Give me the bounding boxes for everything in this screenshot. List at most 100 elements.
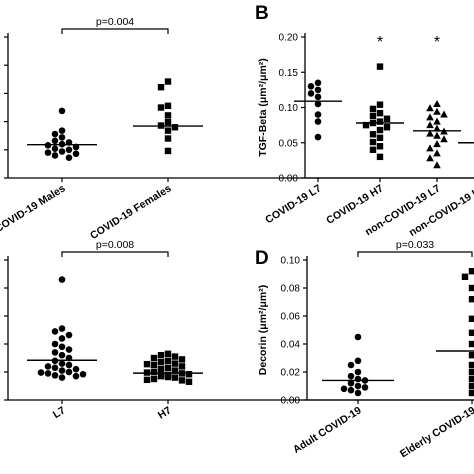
chart-panel: L7 H7 p=0.008 <box>4 239 474 422</box>
data-point <box>58 374 66 381</box>
data-point <box>468 268 474 275</box>
data-point <box>164 78 172 85</box>
data-point <box>362 121 370 129</box>
data-point <box>426 129 434 137</box>
data-point <box>354 357 362 365</box>
data-point <box>376 109 384 117</box>
data-point <box>376 134 384 142</box>
data-point <box>426 113 434 121</box>
panel-letter: D <box>255 248 269 269</box>
data-point <box>178 377 186 384</box>
p-value-label: p=0.033 <box>396 239 434 251</box>
data-point <box>468 375 474 383</box>
data-point <box>433 99 441 107</box>
data-point <box>468 352 474 359</box>
data-point <box>164 364 172 371</box>
data-point <box>468 361 474 369</box>
data-point <box>58 360 66 367</box>
data-point <box>185 378 193 385</box>
data-point <box>433 131 441 139</box>
data-point <box>468 382 474 390</box>
data-point <box>51 130 59 138</box>
data-point <box>51 364 59 372</box>
data-point <box>171 367 179 374</box>
y-tick-label: 0.05 <box>279 138 299 149</box>
data-point <box>369 112 377 120</box>
data-point <box>347 361 355 369</box>
y-axis-title: TGF-Beta (μm²/μm²) <box>257 58 269 157</box>
data-point <box>171 124 179 131</box>
data-point <box>51 328 59 335</box>
data-point <box>468 329 474 336</box>
data-point <box>426 121 434 129</box>
data-point <box>65 146 73 154</box>
data-point <box>426 104 434 112</box>
data-point <box>314 133 322 141</box>
data-point <box>468 315 474 322</box>
data-point <box>433 117 441 125</box>
data-point <box>383 115 391 122</box>
data-point <box>164 118 172 126</box>
data-point <box>157 359 165 366</box>
category-label: COVID-19 Females <box>88 182 174 242</box>
data-point <box>51 152 59 159</box>
p-value-label: p=0.004 <box>96 16 134 28</box>
data-point <box>58 134 66 141</box>
y-tick-label: 0.06 <box>281 312 301 323</box>
data-point <box>150 375 158 383</box>
data-point <box>58 367 66 374</box>
data-point <box>79 370 87 378</box>
data-point <box>314 86 322 94</box>
data-point <box>51 137 59 145</box>
y-tick-label: 0.10 <box>279 103 299 114</box>
data-point <box>65 331 73 339</box>
y-tick-label: 0.02 <box>281 368 301 379</box>
data-point <box>58 107 66 115</box>
data-point <box>468 389 474 397</box>
data-point <box>468 368 474 376</box>
data-point <box>51 145 59 152</box>
data-point <box>354 375 362 383</box>
data-point <box>369 131 377 138</box>
significance-bracket <box>357 251 473 257</box>
y-tick-label: 0.04 <box>281 340 301 351</box>
data-point <box>383 124 391 131</box>
data-point <box>433 107 441 115</box>
data-point <box>58 148 66 155</box>
data-point <box>468 284 474 292</box>
panel-letter: B <box>255 3 269 24</box>
data-point <box>376 118 384 125</box>
p-value-label: p=0.008 <box>96 239 134 251</box>
data-point <box>44 149 52 156</box>
category-label: COVID-19 L7 <box>263 182 323 226</box>
data-point <box>58 276 66 283</box>
data-point <box>307 83 315 90</box>
data-point <box>433 149 441 157</box>
y-axis-title: Decorin (μm²/μm²) <box>257 285 269 375</box>
data-point <box>440 135 448 143</box>
category-label: COVID-19 Males <box>0 182 68 235</box>
data-point <box>58 335 66 342</box>
data-point <box>164 135 172 142</box>
data-point <box>164 112 172 119</box>
data-point <box>354 382 362 390</box>
data-point <box>58 351 66 359</box>
data-point <box>164 350 172 357</box>
data-point <box>157 373 165 380</box>
data-point <box>433 140 441 148</box>
data-point <box>440 110 448 118</box>
y-tick-label: 0.00 <box>279 174 299 185</box>
data-point <box>376 143 384 150</box>
data-point <box>347 379 355 387</box>
data-point <box>376 101 384 108</box>
y-tick-label: 0.08 <box>281 284 301 295</box>
data-point <box>314 100 322 108</box>
data-point <box>72 365 80 373</box>
significance-bracket <box>61 251 169 257</box>
data-point <box>426 144 434 152</box>
data-point <box>468 296 474 303</box>
category-label: Elderly COVID-19 <box>398 404 474 460</box>
chart-panel: 0.00 0.05 0.10 0.15 0.20 TGF-Beta (μm²/μm²) B C… <box>255 3 474 239</box>
chart-panel: 0.00 0.02 0.04 0.06 0.08 0.10 Decorin (μm²/μm²… <box>255 239 474 460</box>
data-point <box>51 340 59 348</box>
